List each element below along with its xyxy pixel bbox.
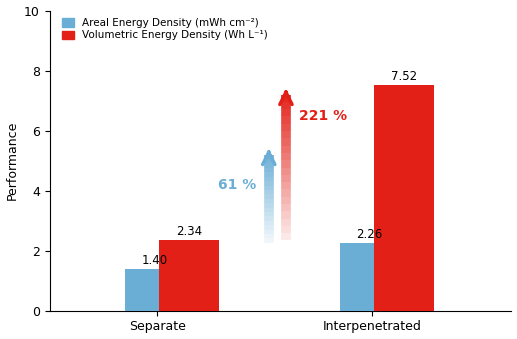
Text: 221 %: 221 % [299, 108, 347, 123]
Text: 2.34: 2.34 [176, 225, 202, 238]
Text: 61 %: 61 % [218, 178, 256, 192]
Bar [340, 243, 400, 311]
Text: 1.40: 1.40 [142, 254, 168, 266]
Bar [374, 85, 434, 311]
Bar [125, 269, 185, 311]
Text: 7.52: 7.52 [391, 70, 417, 83]
Y-axis label: Performance: Performance [6, 121, 19, 200]
Bar [159, 240, 219, 311]
Legend: Areal Energy Density (mWh cm⁻²), Volumetric Energy Density (Wh L⁻¹): Areal Energy Density (mWh cm⁻²), Volumet… [59, 16, 270, 42]
Text: 2.26: 2.26 [357, 228, 383, 241]
